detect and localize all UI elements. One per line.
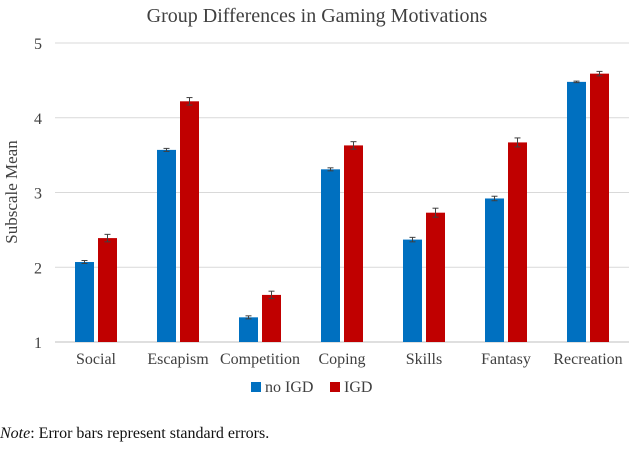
note-text: : Error bars represent standard errors. — [30, 425, 270, 442]
bar-no-igd-fantasy — [485, 198, 504, 342]
bar-igd-escapism — [180, 101, 199, 343]
bar-igd-fantasy — [508, 142, 527, 342]
x-tick-label: Fantasy — [481, 351, 531, 368]
legend-label: no IGD — [265, 379, 313, 396]
x-tick-label: Escapism — [147, 351, 209, 368]
legend-label: IGD — [344, 379, 372, 396]
footnote: Note: Error bars represent standard erro… — [0, 425, 269, 443]
y-tick-label: 3 — [34, 186, 42, 203]
legend-swatch-igd — [330, 382, 340, 392]
legend-swatch-no-igd — [251, 382, 261, 392]
bar-no-igd-competition — [239, 317, 258, 342]
bar-no-igd-skills — [403, 239, 422, 342]
y-tick-label: 1 — [34, 335, 42, 352]
x-tick-label: Recreation — [553, 351, 622, 368]
chart-title: Group Differences in Gaming Motivations — [147, 5, 488, 27]
x-tick-label: Competition — [220, 351, 300, 368]
bar-no-igd-social — [75, 262, 94, 342]
y-tick-label: 2 — [34, 260, 42, 277]
bar-no-igd-escapism — [157, 149, 176, 342]
y-tick-label: 5 — [34, 36, 42, 53]
x-tick-label: Skills — [406, 351, 442, 368]
bar-igd-social — [98, 238, 117, 342]
bar-igd-coping — [344, 145, 363, 342]
bar-no-igd-recreation — [567, 81, 586, 343]
bar-chart: Group Differences in Gaming Motivations … — [2, 5, 629, 396]
note-label: Note — [0, 425, 31, 442]
x-tick-label: Social — [76, 351, 117, 368]
y-axis-label: Subscale Mean — [2, 140, 21, 244]
y-tick-label: 4 — [34, 111, 42, 128]
x-tick-label: Coping — [318, 351, 365, 368]
bar-igd-skills — [426, 212, 445, 342]
bar-igd-competition — [262, 294, 281, 342]
legend: no IGD IGD — [251, 379, 372, 396]
bar-no-igd-coping — [321, 169, 340, 342]
bar-igd-recreation — [590, 73, 609, 343]
